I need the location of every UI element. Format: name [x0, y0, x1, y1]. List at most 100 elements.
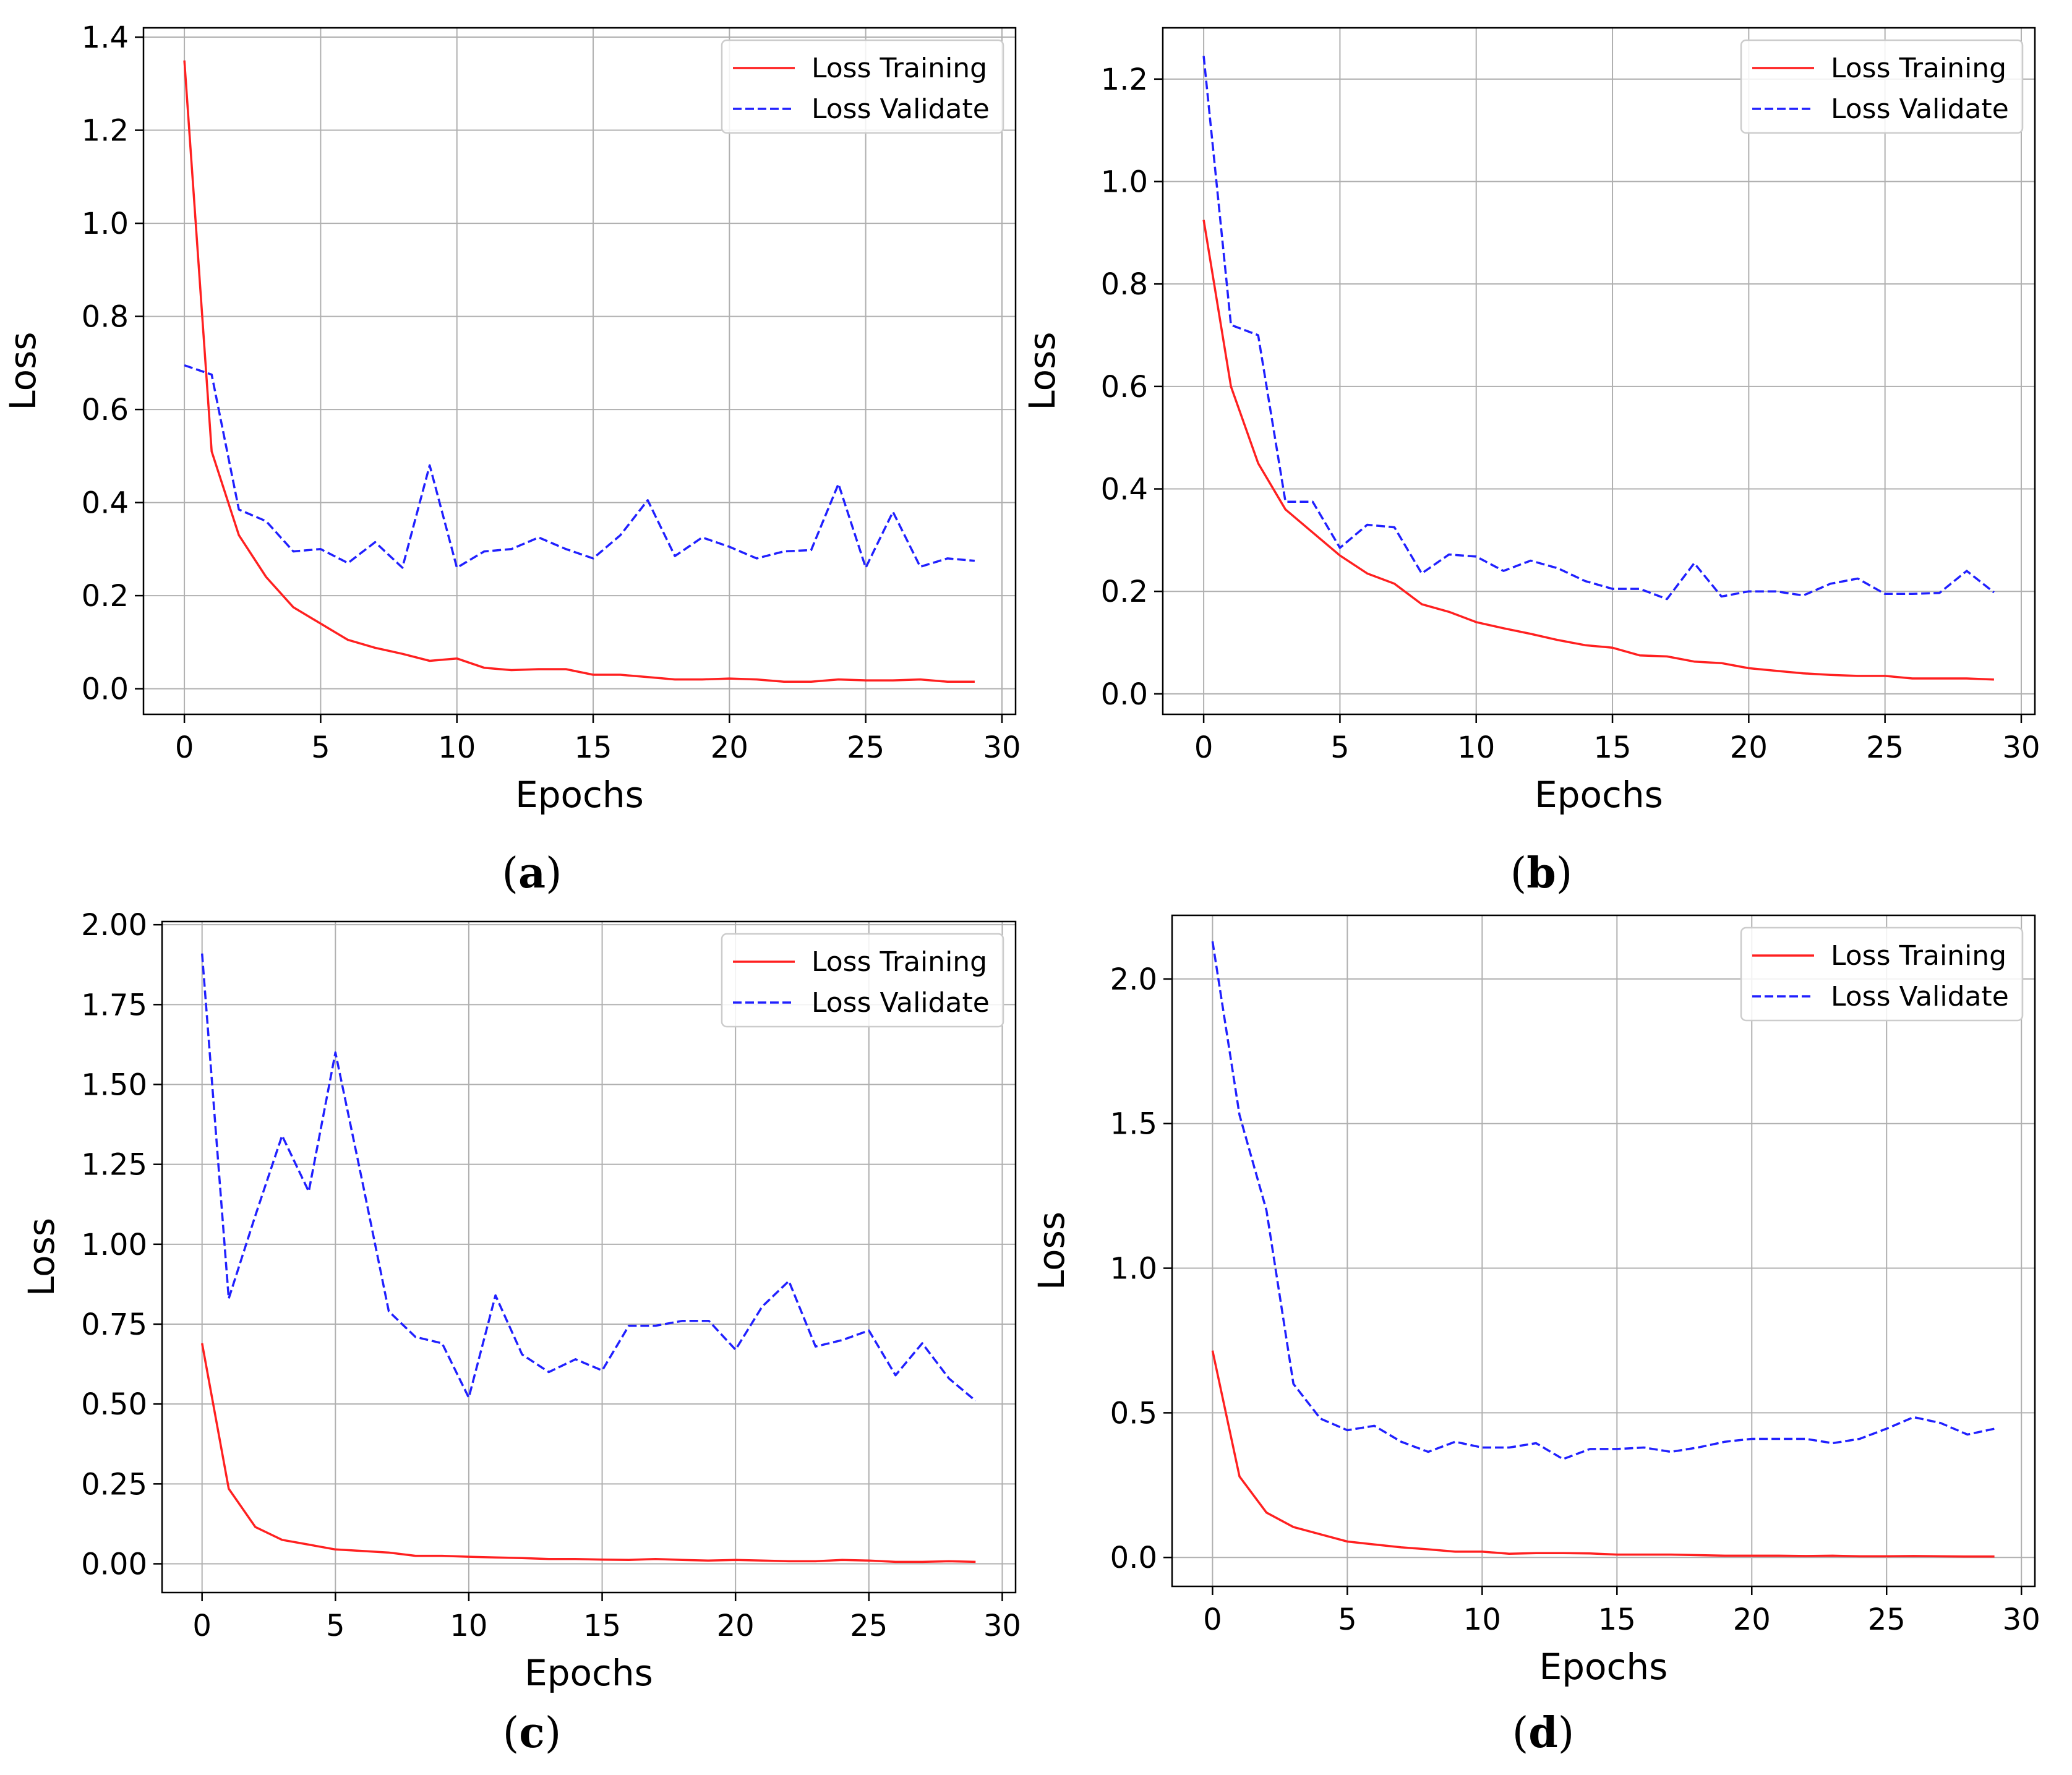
x-tick-label: 30 [983, 730, 1021, 765]
panel-caption-letter: b [1526, 849, 1556, 898]
y-tick-label: 0.0 [82, 672, 129, 707]
legend-box [721, 39, 1004, 134]
legend: Loss Training Loss Validate [1740, 39, 2024, 134]
x-axis-title: Epochs [524, 1652, 653, 1694]
legend: Loss Training Loss Validate [721, 39, 1004, 134]
legend: Loss Training Loss Validate [1740, 926, 2024, 1022]
y-tick-label: 2.0 [1110, 962, 1157, 997]
x-tick-label: 15 [583, 1609, 621, 1643]
x-tick-label: 5 [1338, 1602, 1357, 1637]
x-tick-label: 30 [2002, 730, 2040, 765]
legend-label-training: Loss Training [811, 946, 987, 978]
y-tick-label: 1.4 [82, 20, 129, 55]
x-tick-label: 10 [450, 1609, 487, 1643]
y-tick-label: 0.5 [1110, 1396, 1157, 1431]
y-tick-label: 1.25 [81, 1148, 147, 1183]
y-axis-title: Loss [2, 331, 44, 410]
y-tick-label: 0.00 [81, 1547, 147, 1582]
x-tick-label: 15 [574, 730, 612, 765]
x-tick-label: 0 [1203, 1602, 1222, 1637]
panel-caption-letter: d [1528, 1708, 1558, 1758]
y-axis-title: Loss [20, 1218, 62, 1296]
series-line-loss-training [1202, 220, 1994, 681]
plot-frame [1162, 27, 2036, 716]
x-tick-label: 25 [1866, 730, 1904, 765]
legend-label-validate: Loss Validate [1831, 981, 2009, 1012]
y-tick-label: 0.25 [81, 1467, 147, 1502]
x-tick-label: 5 [1330, 730, 1350, 765]
x-tick-label: 5 [311, 730, 330, 765]
series-line-loss-training [200, 1343, 976, 1563]
legend-box [1740, 926, 2024, 1022]
y-tick-label: 0.50 [81, 1387, 147, 1422]
legend-label-validate: Loss Validate [811, 93, 990, 125]
legend-label-training: Loss Training [811, 53, 987, 84]
y-tick-label: 0.2 [1101, 575, 1148, 609]
y-tick-label: 0.0 [1110, 1541, 1157, 1575]
x-tick-label: 0 [175, 730, 194, 765]
y-tick-label: 0.4 [82, 486, 129, 521]
legend-label-validate: Loss Validate [1831, 93, 2009, 125]
x-tick-label: 25 [850, 1609, 888, 1643]
legend-label-training: Loss Training [1831, 53, 2006, 84]
panel-caption-d: (d) [1512, 1708, 1575, 1758]
series-line-loss-validate [184, 364, 975, 569]
chart-panel-d: 0 5 10 15 20 25 30 0.0 0.5 1.0 1.5 2.0 Epochs Loss Los… [1030, 914, 2040, 1688]
x-tick-label: 15 [1593, 730, 1631, 765]
legend-label-training: Loss Training [1831, 940, 2006, 972]
chart-panel-c: 0 5 10 15 20 25 30 0.00 0.25 0.50 0.75 1.00 1.25 1.50… [20, 908, 1021, 1694]
panel-caption-c: (c) [503, 1708, 561, 1758]
y-tick-label: 0.8 [82, 300, 129, 335]
legend: Loss Training Loss Validate [721, 933, 1004, 1028]
x-tick-label: 25 [847, 730, 884, 765]
y-tick-label: 0.6 [82, 393, 129, 427]
x-tick-label: 20 [717, 1609, 755, 1643]
y-tick-label: 1.2 [1101, 62, 1148, 97]
plot-frame [161, 920, 1017, 1594]
y-axis-title: Loss [1030, 1212, 1072, 1290]
y-tick-label: 0.4 [1101, 473, 1148, 507]
y-tick-label: 2.00 [81, 908, 147, 943]
y-tick-label: 1.2 [82, 114, 129, 148]
panel-caption-a: (a) [502, 849, 562, 898]
panel-caption-b: (b) [1510, 849, 1573, 898]
x-tick-label: 10 [1463, 1602, 1501, 1637]
legend-box [1740, 39, 2024, 134]
chart-panel-b: 0 5 10 15 20 25 30 0.0 0.2 0.4 0.6 0.8 1.0 1.2 Epochs L… [1021, 27, 2040, 816]
x-tick-label: 15 [1598, 1602, 1636, 1637]
x-axis-title: Epochs [1535, 774, 1663, 816]
legend-box [721, 933, 1004, 1028]
y-tick-label: 0.0 [1101, 677, 1148, 712]
series-line-loss-training [1211, 1350, 1995, 1558]
x-tick-label: 0 [1194, 730, 1214, 765]
x-tick-label: 25 [1868, 1602, 1906, 1637]
series-line-loss-validate [1211, 941, 1995, 1460]
x-tick-label: 20 [711, 730, 748, 765]
y-axis-title: Loss [1021, 331, 1063, 410]
x-tick-label: 10 [1457, 730, 1495, 765]
panel-caption-letter: a [518, 849, 546, 898]
x-axis-title: Epochs [1539, 1646, 1668, 1688]
x-tick-label: 5 [326, 1609, 345, 1643]
x-tick-label: 10 [438, 730, 476, 765]
panel-caption-letter: c [519, 1708, 544, 1758]
y-tick-label: 0.75 [81, 1307, 147, 1342]
x-tick-label: 20 [1730, 730, 1768, 765]
x-tick-label: 30 [983, 1609, 1021, 1643]
chart-panel-a: 0 5 10 15 20 25 30 0.0 0.2 0.4 0.6 0.8 1.0 1.2 1.4 Epoc… [2, 20, 1021, 816]
y-tick-label: 0.6 [1101, 370, 1148, 404]
y-tick-label: 1.75 [81, 988, 147, 1022]
series-line-loss-validate [200, 953, 977, 1402]
y-tick-label: 1.0 [1110, 1252, 1157, 1286]
legend-label-validate: Loss Validate [811, 987, 990, 1019]
y-tick-label: 0.2 [82, 579, 129, 614]
y-tick-label: 1.50 [81, 1068, 147, 1103]
y-tick-label: 1.0 [1101, 165, 1148, 200]
y-tick-label: 1.0 [82, 207, 129, 241]
plot-frame [1171, 914, 2036, 1588]
y-tick-label: 0.8 [1101, 267, 1148, 302]
plot-frame [142, 27, 1017, 716]
series-line-loss-training [183, 60, 975, 683]
